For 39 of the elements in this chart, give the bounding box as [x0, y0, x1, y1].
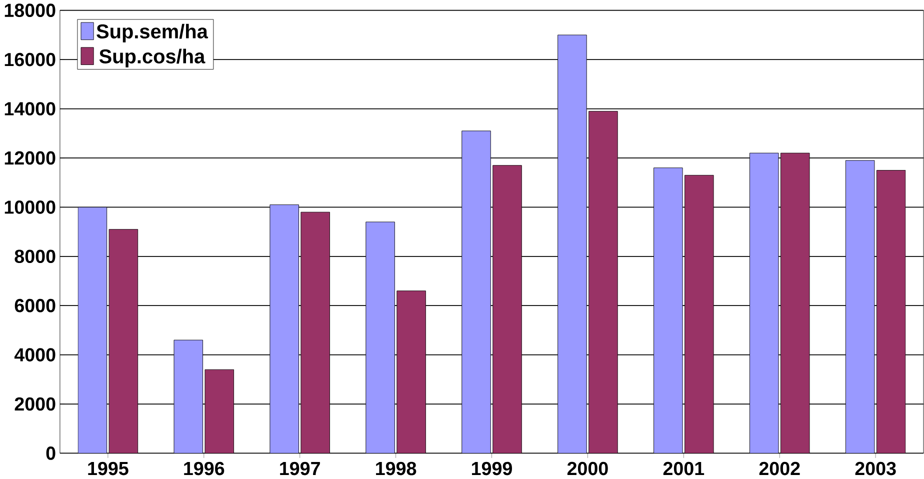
bar [780, 153, 810, 454]
bar [204, 370, 234, 454]
x-tick-label: 1998 [376, 462, 416, 476]
x-tick-label: 1995 [88, 462, 128, 476]
y-tick-label: 16000 [4, 52, 56, 66]
x-tick-label: 2000 [567, 462, 608, 476]
x-tick-label: 2003 [855, 462, 896, 476]
bar [300, 212, 330, 454]
bar [78, 207, 107, 454]
bar [270, 204, 299, 454]
x-tick-label: 1997 [280, 462, 320, 476]
y-tick-label: 2000 [14, 397, 56, 411]
bar [492, 165, 522, 454]
legend-label: Sup.cos/ha [99, 48, 206, 68]
bar [462, 130, 491, 454]
x-tick-label: 2002 [759, 462, 800, 476]
bar [876, 170, 906, 454]
y-tick-label: 4000 [14, 348, 56, 362]
bar [109, 229, 138, 454]
y-tick-label: 14000 [4, 102, 56, 116]
bar [845, 160, 875, 454]
y-tick-label: 0 [46, 446, 56, 460]
bar [750, 153, 779, 454]
bar [684, 175, 714, 454]
x-tick-label: 2001 [663, 462, 704, 476]
y-tick-label: 6000 [14, 298, 56, 312]
bar [654, 168, 683, 454]
y-tick-label: 12000 [4, 151, 56, 165]
bar [366, 222, 395, 454]
y-tick-label: 8000 [14, 250, 56, 264]
y-tick-label: 18000 [4, 4, 56, 18]
bar [174, 340, 203, 454]
bar [588, 111, 618, 454]
bar [396, 290, 426, 454]
legend-label: Sup.sem/ha [96, 24, 208, 42]
y-tick-label: 10000 [4, 200, 56, 214]
x-tick-label: 1999 [472, 462, 512, 476]
bar [558, 35, 587, 454]
x-tick-label: 1996 [184, 462, 224, 476]
